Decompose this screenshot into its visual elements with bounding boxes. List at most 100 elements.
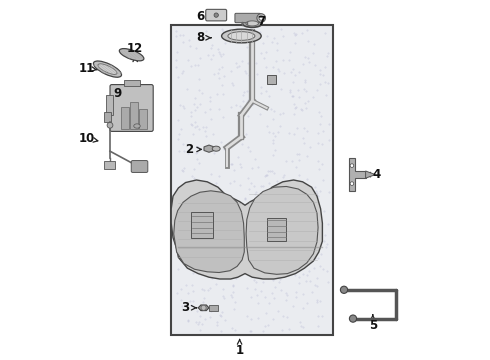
Point [277,287,285,292]
Bar [104,161,115,169]
Point [190,101,197,107]
Point [303,27,311,32]
Point [264,33,271,39]
Point [218,313,225,319]
Point [228,216,236,221]
Point [257,90,265,96]
Point [247,26,255,32]
Point [187,63,195,68]
Point [200,295,208,301]
Point [249,28,257,34]
Point [286,195,294,201]
Point [274,256,282,262]
FancyBboxPatch shape [131,161,148,172]
Point [325,137,333,143]
Point [245,73,253,78]
Point [299,291,307,297]
Point [252,279,260,285]
Point [198,224,206,229]
Point [172,64,180,70]
Point [191,119,199,125]
Point [178,70,186,76]
Point [180,105,188,111]
Point [195,87,202,93]
Point [266,93,273,99]
Polygon shape [246,186,318,274]
Point [194,63,202,68]
Point [201,109,209,115]
Point [260,231,268,237]
Point [258,190,266,196]
Point [318,251,325,257]
Point [221,40,229,46]
Point [190,166,198,172]
Point [283,292,291,298]
Point [250,278,258,283]
Point [193,309,201,314]
Point [247,180,255,186]
Point [203,232,211,238]
Point [204,52,212,58]
Point [304,99,312,104]
Point [310,266,318,271]
Point [277,86,285,91]
Circle shape [350,182,354,185]
Point [243,131,250,137]
Point [206,98,214,103]
Text: 3: 3 [181,301,190,314]
Point [313,283,320,289]
Point [300,226,308,231]
Point [215,67,223,72]
Point [324,221,332,227]
Point [299,305,307,310]
Point [193,150,200,156]
Point [325,189,333,195]
Point [220,209,228,215]
Point [227,161,235,167]
Point [264,168,271,174]
Point [190,197,197,203]
Point [173,247,181,252]
Point [220,295,228,301]
Point [262,172,270,178]
Point [254,315,262,320]
Point [315,193,322,198]
Point [277,264,285,270]
Point [222,254,230,260]
Ellipse shape [246,21,259,26]
Point [300,86,308,92]
Point [262,88,270,94]
Point [222,32,230,37]
Ellipse shape [212,146,220,151]
Point [172,28,179,34]
Point [323,241,331,247]
Point [235,63,243,69]
Point [262,49,270,55]
Point [290,189,298,195]
Point [241,196,249,202]
Point [257,111,265,117]
Point [236,183,244,188]
Bar [267,218,286,241]
Point [303,176,311,181]
Point [201,316,209,322]
Point [281,245,289,251]
Point [288,158,296,164]
Point [294,94,302,100]
Point [175,239,183,244]
Point [230,307,238,312]
Point [293,31,300,37]
Point [299,61,307,67]
Point [204,287,212,293]
Point [212,180,220,186]
Point [177,297,185,303]
Point [291,105,299,111]
Point [254,300,262,306]
Point [290,101,298,107]
Point [316,71,323,77]
Point [197,287,205,292]
Point [280,256,288,261]
Point [212,147,220,152]
Point [174,136,182,142]
Point [182,282,190,288]
